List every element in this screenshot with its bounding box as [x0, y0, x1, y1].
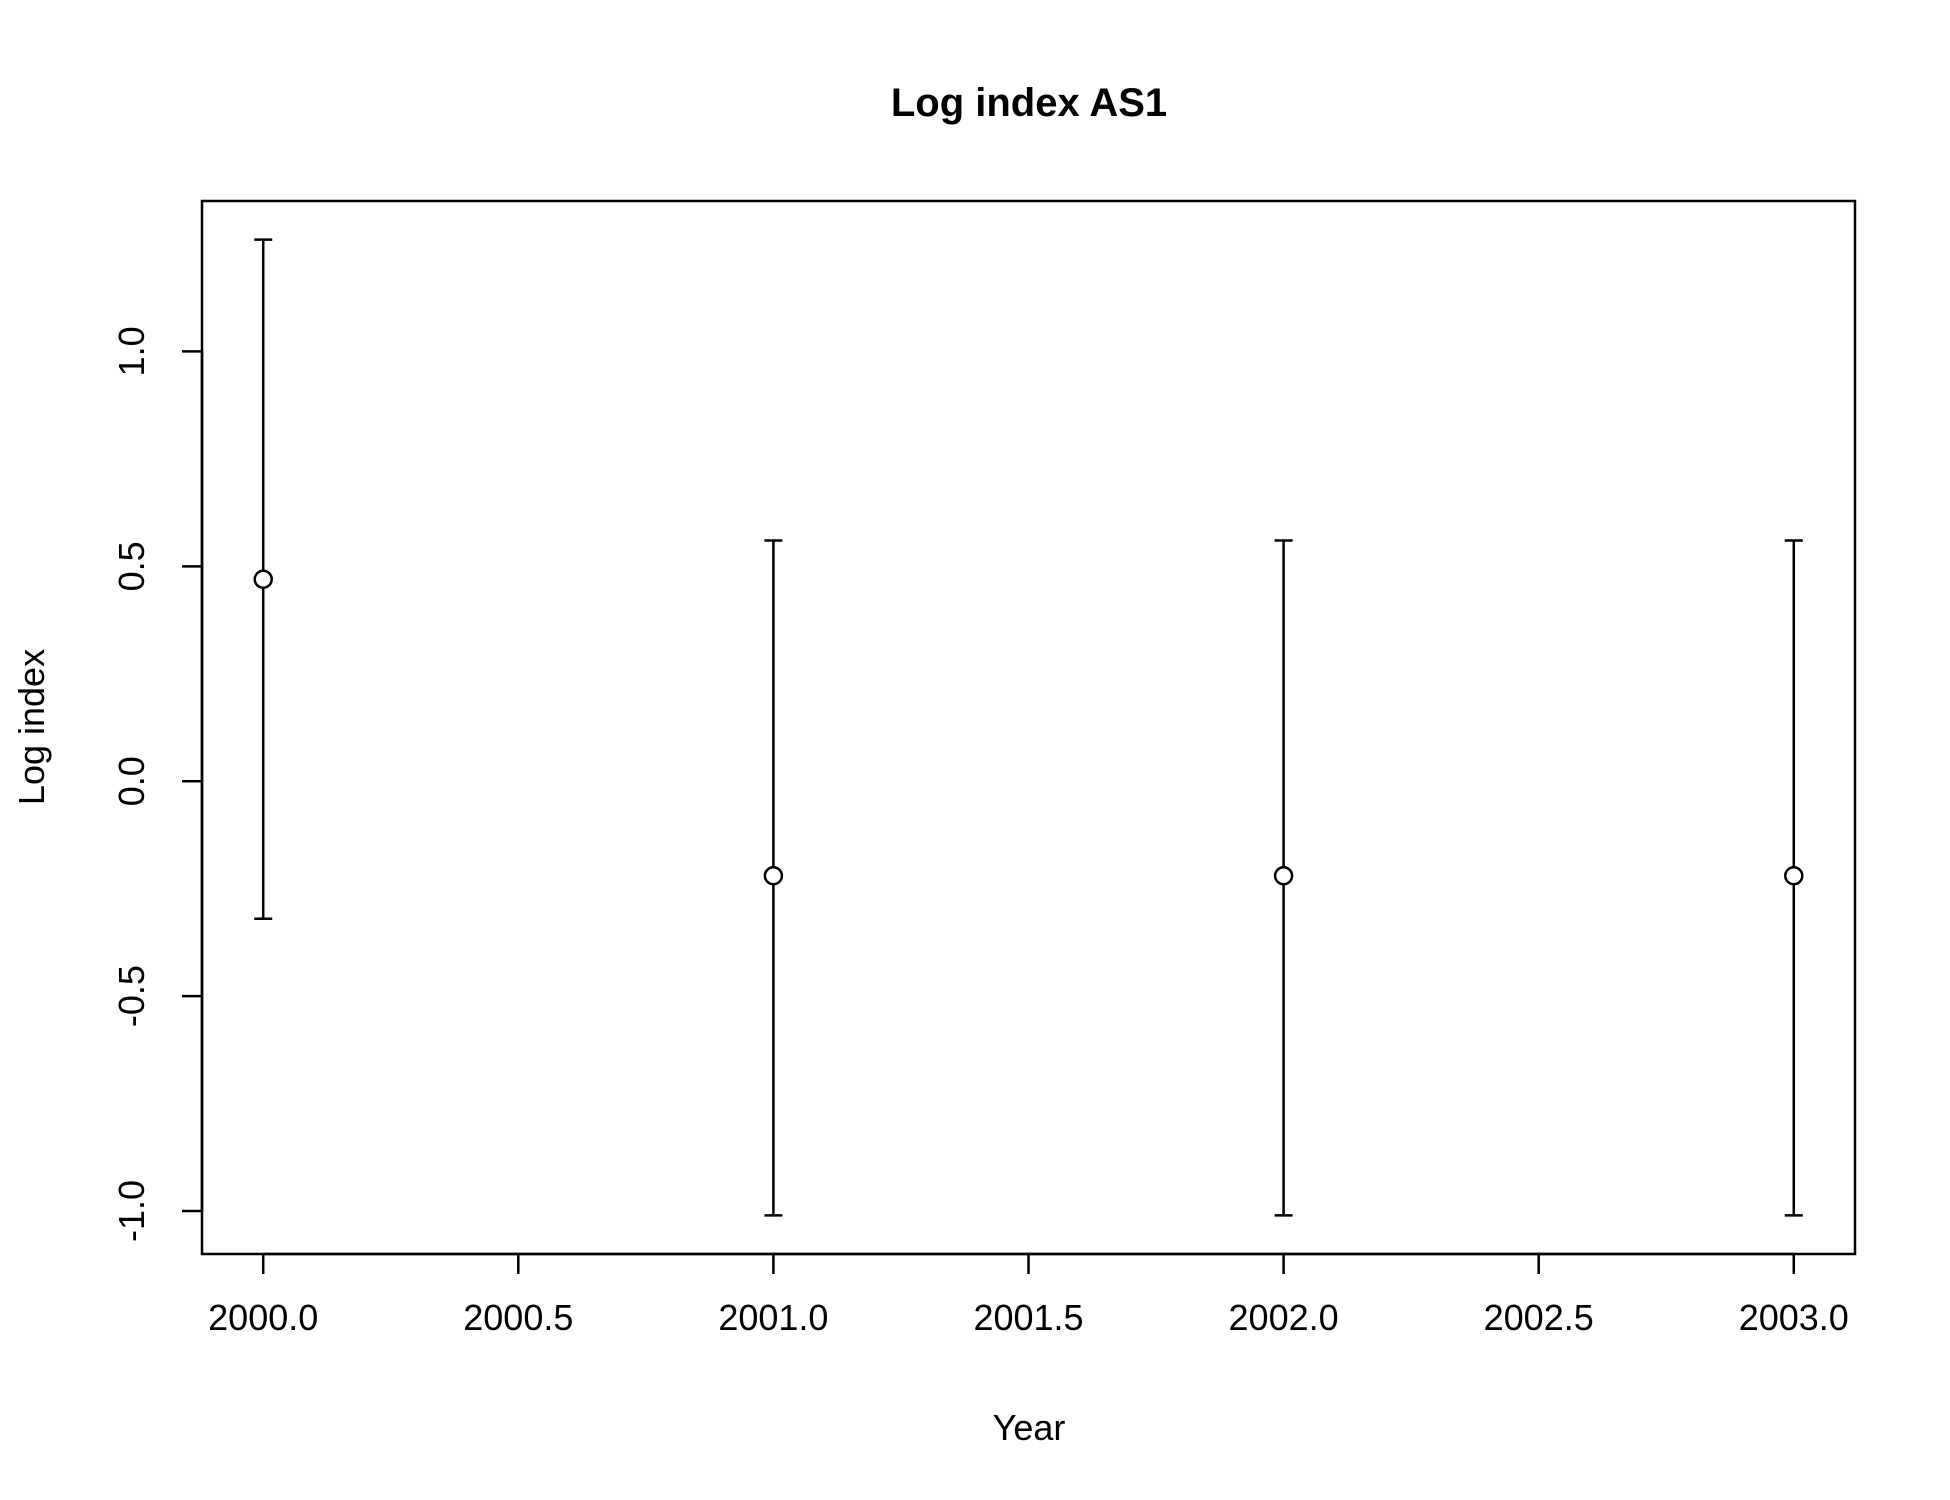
y-tick-label: -1.0	[111, 1180, 152, 1242]
data-marks	[253, 238, 1804, 1217]
data-point	[253, 569, 273, 589]
chart-title: Log index AS1	[891, 81, 1167, 125]
x-tick-label: 2002.0	[1229, 1297, 1339, 1338]
y-tick-label: 0.0	[111, 756, 152, 806]
y-tick-label: 0.5	[111, 541, 152, 591]
x-tick-label: 2000.5	[463, 1297, 573, 1338]
x-tick-label: 2001.0	[718, 1297, 828, 1338]
x-tick-label: 2000.0	[208, 1297, 318, 1338]
x-tick-label: 2001.5	[973, 1297, 1083, 1338]
data-point	[1784, 866, 1804, 886]
y-tick-label: 1.0	[111, 326, 152, 376]
x-axis: 2000.0 2000.5 2001.0 2001.5 2002.0 2002.5 2003…	[208, 1252, 1849, 1338]
y-axis: -1.0 -0.5 0.0 0.5 1.0	[111, 326, 204, 1242]
data-point	[763, 866, 784, 886]
x-tick-label: 2002.5	[1484, 1297, 1594, 1338]
plot-frame	[200, 199, 1857, 1256]
x-tick-label: 2003.0	[1739, 1297, 1849, 1338]
data-point	[1273, 866, 1294, 886]
y-axis-title: Log index	[11, 649, 52, 805]
x-axis-title: Year	[993, 1407, 1066, 1448]
y-tick-label: -0.5	[111, 965, 152, 1027]
